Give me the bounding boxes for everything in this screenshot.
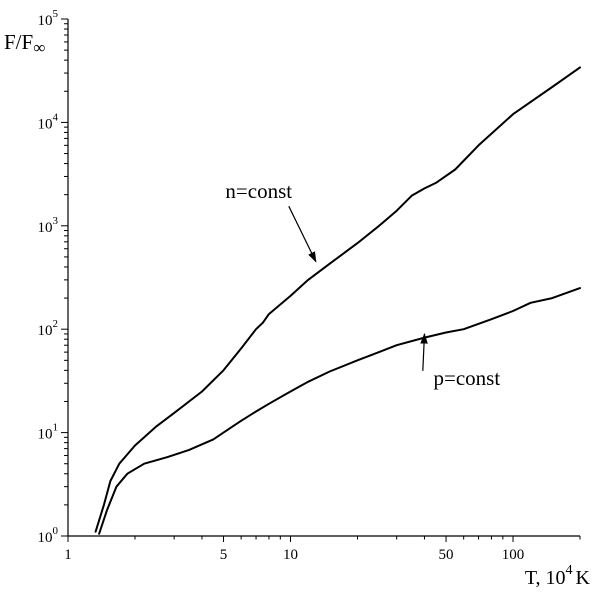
- series-line-p-const: [98, 287, 581, 535]
- x-tick-label: 10: [283, 547, 298, 563]
- x-tick-label: 5: [220, 547, 228, 563]
- x-axis-label: T, 104 K: [525, 563, 591, 589]
- annotation-arrow-p-const: [420, 332, 428, 371]
- y-tick-label: 101: [38, 422, 59, 443]
- y-tick-label: 102: [38, 318, 59, 339]
- annotation-label-p-const: p=const: [433, 366, 500, 390]
- y-tick-label: 104: [38, 111, 59, 132]
- y-axis-label: F/F∞: [4, 30, 45, 57]
- y-tick-label: 103: [38, 215, 59, 236]
- x-tick-label: 1: [64, 547, 72, 563]
- annotation-label-n-const: n=const: [225, 179, 292, 203]
- x-tick-label: 50: [439, 547, 454, 563]
- y-tick-label: 105: [38, 8, 59, 29]
- annotation-layer: n=const p=const: [225, 179, 500, 390]
- annotation-arrow-n-const: [288, 205, 317, 263]
- series-line-n-const: [94, 66, 581, 533]
- series-layer: [94, 66, 581, 535]
- x-tick-label: 100: [502, 547, 525, 563]
- y-tick-label: 100: [38, 525, 59, 546]
